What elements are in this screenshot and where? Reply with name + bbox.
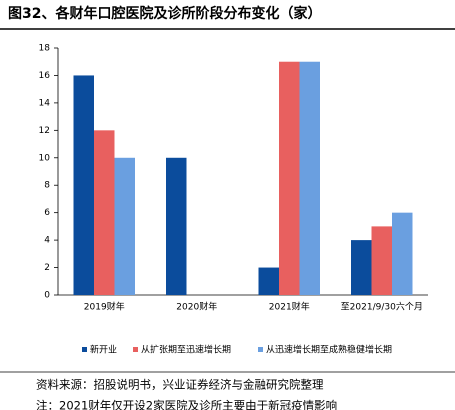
y-tick-label: 0: [44, 291, 50, 301]
legend-swatch: [258, 347, 263, 352]
legend-label: 新开业: [90, 344, 117, 356]
x-tick-label: 至2021/9/30六个月: [341, 301, 423, 313]
chart-title: 图32、各财年口腔医院及诊所阶段分布变化（家）: [8, 5, 321, 22]
y-tick-label: 2: [44, 263, 50, 273]
y-tick-label: 4: [44, 236, 50, 246]
bar: [166, 157, 187, 295]
y-tick-label: 6: [44, 208, 50, 218]
bar: [114, 157, 135, 295]
y-tick-label: 14: [39, 98, 51, 108]
y-tick-label: 18: [39, 44, 51, 54]
bar: [279, 61, 300, 295]
legend-label: 从扩张期至迅速增长期: [141, 344, 231, 356]
note: 注：2021财年仅开设2家医院及诊所主要由于新冠疫情影响: [36, 399, 337, 410]
y-tick-label: 8: [44, 181, 50, 191]
bar: [371, 226, 392, 295]
source: 资料来源：招股说明书，兴业证券经济与金融研究院整理: [36, 378, 324, 392]
bar: [73, 75, 94, 295]
x-tick-label: 2021财年: [269, 301, 310, 313]
x-tick-label: 2020财年: [176, 301, 217, 313]
x-tick-label: 2019财年: [84, 301, 125, 313]
bar: [392, 212, 413, 295]
legend-swatch: [133, 347, 138, 352]
y-tick-label: 16: [39, 71, 51, 81]
legend-label: 从迅速增长期至成熟稳健增长期: [266, 344, 392, 356]
bar: [258, 267, 279, 295]
y-tick-label: 10: [39, 153, 51, 163]
bar: [299, 61, 320, 295]
bar: [351, 240, 372, 295]
legend-swatch: [82, 347, 87, 352]
y-tick-label: 12: [39, 126, 50, 136]
bar: [94, 130, 115, 295]
